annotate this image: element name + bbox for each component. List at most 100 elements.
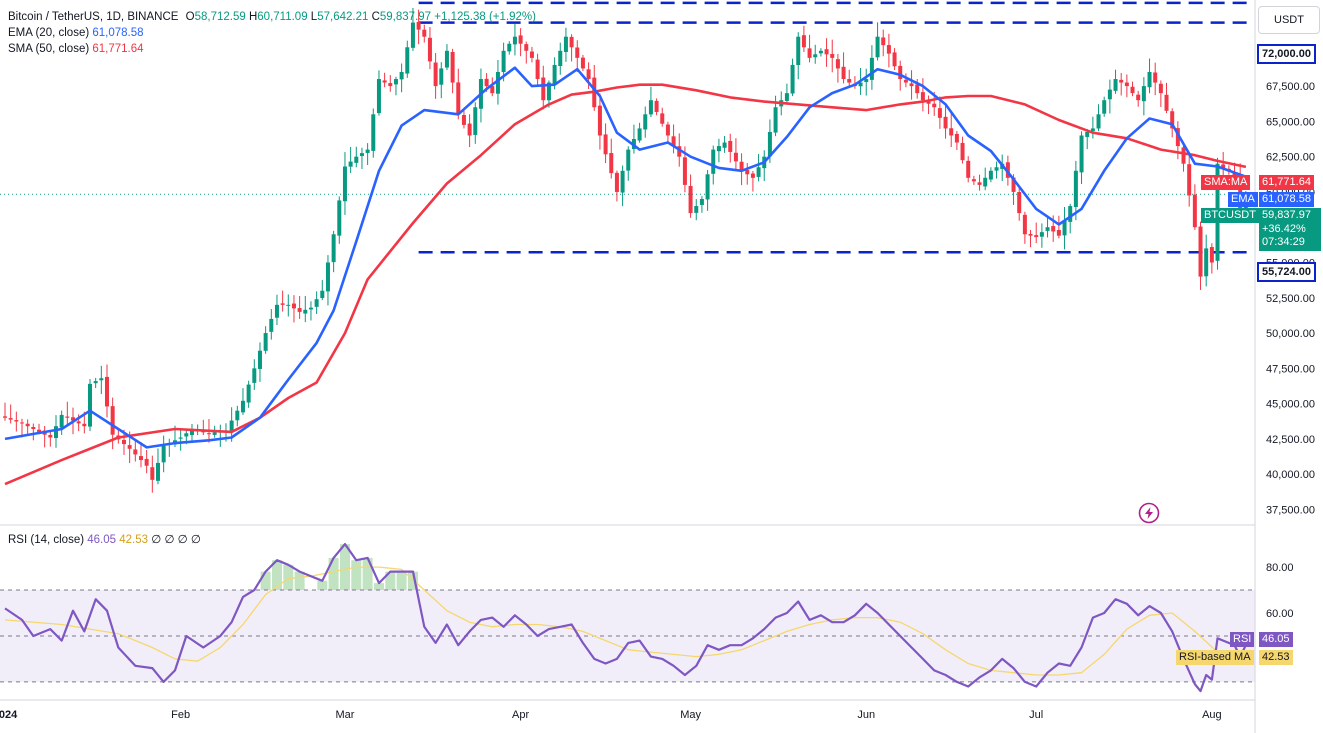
candle-body — [48, 434, 53, 438]
candle-body — [524, 44, 529, 51]
candle-body — [1079, 135, 1084, 173]
candle-body — [864, 79, 869, 83]
candle-body — [1147, 71, 1152, 88]
candle-body — [1068, 206, 1073, 222]
candle-body — [971, 179, 976, 182]
candle-body — [558, 50, 563, 67]
candle-body — [915, 84, 920, 94]
candle-body — [450, 52, 455, 83]
candle-body — [1017, 192, 1022, 214]
candle-body — [263, 333, 268, 351]
btc-axis-pct: +36.42% — [1262, 222, 1306, 235]
candle-body — [1181, 147, 1186, 164]
rsi-extra: ∅ ∅ ∅ ∅ — [151, 534, 201, 546]
support-resistance-lines — [0, 1, 1255, 254]
candle-body — [1107, 89, 1112, 100]
candle-body — [201, 431, 206, 433]
price-tick-label: 40,000.00 — [1266, 469, 1315, 481]
candle-body — [25, 423, 30, 427]
candle-body — [99, 378, 104, 381]
candle-body — [376, 79, 381, 114]
candle-body — [433, 62, 438, 87]
rsi-label: RSI (14, close) — [8, 534, 85, 546]
candle-body — [473, 107, 478, 135]
candle-body — [1005, 162, 1010, 178]
candle-body — [745, 169, 750, 175]
candle-body — [813, 54, 818, 58]
candle-body — [507, 43, 512, 52]
candle-body — [1022, 214, 1027, 235]
candle-body — [637, 128, 642, 141]
candle-body — [858, 82, 863, 87]
symbol-title[interactable]: Bitcoin / TetherUS, 1D, BINANCE — [8, 11, 179, 23]
candle-body — [393, 79, 398, 85]
candle-body — [1136, 94, 1141, 101]
candle-body — [274, 304, 279, 318]
candle-body — [87, 383, 92, 427]
rsi-axis-name: RSI — [1230, 632, 1255, 647]
candle-body — [456, 82, 461, 115]
price-tick-label: 67,500.00 — [1266, 81, 1315, 93]
ema-legend[interactable]: EMA (20, close) 61,078.58 — [8, 25, 144, 41]
candle-body — [331, 234, 336, 263]
candle-body — [138, 456, 143, 461]
moving-averages — [4, 66, 1247, 486]
candle-body — [31, 426, 36, 430]
rsi-tick-label: 60.00 — [1266, 608, 1294, 620]
price-legend: Bitcoin / TetherUS, 1D, BINANCE O58,712.… — [8, 11, 536, 23]
rsi-legend[interactable]: RSI (14, close) 46.05 42.53 ∅ ∅ ∅ ∅ — [8, 532, 201, 548]
candle-body — [983, 177, 988, 187]
candle-body — [643, 114, 648, 130]
candle-body — [648, 100, 653, 115]
candle-body — [1130, 86, 1135, 94]
candle-body — [161, 445, 166, 463]
candle-body — [1062, 220, 1067, 236]
candle-body — [422, 29, 427, 37]
candle-body — [252, 368, 257, 383]
candle-body — [399, 71, 404, 80]
candle-body — [1124, 82, 1129, 87]
candle-body — [53, 426, 58, 439]
candle-body — [189, 429, 194, 436]
candle-body — [1209, 247, 1214, 263]
candle-body — [886, 45, 891, 54]
candle-body — [342, 166, 347, 202]
lightning-icon[interactable] — [1138, 502, 1160, 524]
candle-body — [19, 422, 24, 424]
candle-body — [716, 146, 721, 152]
candle-body — [966, 160, 971, 178]
rsi-line — [4, 543, 1247, 693]
candle-body — [1051, 226, 1056, 232]
candle-body — [654, 100, 659, 112]
candle-body — [501, 50, 506, 73]
candle-body — [382, 80, 387, 83]
candle-body — [280, 303, 285, 305]
candle-body — [212, 432, 217, 435]
candle-body — [8, 418, 13, 420]
candle-body — [1090, 128, 1095, 132]
sma-legend[interactable]: SMA (50, close) 61,771.64 — [8, 41, 144, 57]
candle-body — [518, 35, 523, 44]
currency-selector[interactable]: USDT — [1258, 6, 1320, 34]
candle-body — [847, 78, 852, 83]
candle-body — [1187, 164, 1192, 196]
candle-body — [444, 50, 449, 68]
candle-body — [155, 462, 160, 481]
candle-body — [784, 93, 789, 101]
level-tag-55724: 55,724.00 — [1257, 262, 1316, 282]
candle-body — [371, 114, 376, 151]
candle-body — [609, 153, 614, 174]
candle-body — [767, 131, 772, 157]
candle-body — [365, 149, 370, 153]
candle-body — [586, 69, 591, 80]
level-tag-72000: 72,000.00 — [1257, 44, 1316, 64]
candle-body — [1034, 235, 1039, 238]
price-tick-label: 50,000.00 — [1266, 328, 1315, 340]
candle-body — [110, 406, 115, 435]
price-tick-label: 65,000.00 — [1266, 116, 1315, 128]
candle-body — [807, 48, 812, 58]
change-value: +1,125.38 (+1.92%) — [434, 11, 536, 23]
candle-body — [484, 78, 489, 87]
candle-body — [65, 416, 70, 418]
